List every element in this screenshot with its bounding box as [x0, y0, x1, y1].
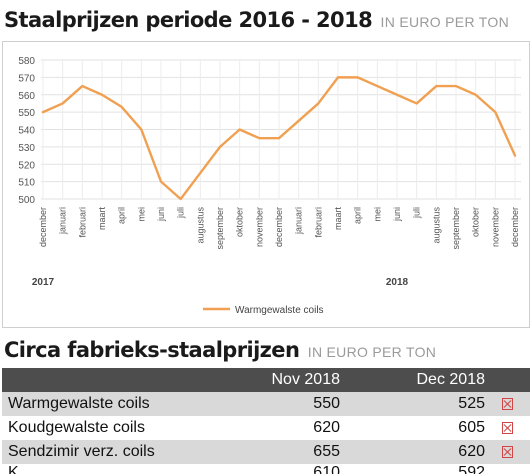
line-chart: 500 510 520 530 540 550 560 570 580 december janua… [18, 56, 521, 316]
row-name: Sendzimir verz. coils [8, 443, 155, 460]
x-tick-label: december [38, 207, 48, 247]
x-tick-label: december [274, 207, 284, 247]
table-header-dec: Dec 2018 [416, 371, 486, 388]
row-name: K [8, 464, 19, 474]
y-tick-label: 540 [18, 126, 35, 137]
row-name: Warmgewalste coils [8, 395, 150, 412]
row-nov-value: 620 [313, 419, 340, 436]
x-tick-label: februari [313, 207, 323, 238]
down-indicator-icon [502, 446, 513, 458]
table-subtitle: IN EURO PER TON [307, 344, 437, 360]
table-heading: Circa fabrieks-staalprijzen IN EURO PER … [4, 338, 436, 362]
table-header-nov: Nov 2018 [271, 371, 341, 388]
down-indicator-icon [502, 398, 513, 410]
y-tick-label: 530 [18, 143, 35, 154]
price-table: Nov 2018 Dec 2018 Warmgewalste coils 550… [2, 368, 530, 474]
x-tick-label: mei [372, 207, 382, 222]
row-nov-value: 550 [313, 395, 340, 412]
x-tick-label: september [451, 207, 461, 250]
table-row: Koudgewalste coils 620 605 [2, 416, 530, 440]
x-tick-label: november [490, 207, 500, 247]
x-tick-label: februari [77, 207, 87, 238]
chart-heading: Staalprijzen periode 2016 - 2018 IN EURO… [4, 8, 509, 38]
x-tick-label: oktober [471, 207, 481, 237]
x-tick-label: april [353, 207, 363, 224]
table-header-row: Nov 2018 Dec 2018 [2, 368, 530, 392]
y-tick-label: 520 [18, 160, 35, 171]
year-label: 2017 [32, 277, 55, 288]
y-tick-label: 580 [18, 56, 35, 67]
row-nov-value: 610 [313, 464, 340, 474]
x-tick-label: april [117, 207, 127, 224]
page-subtitle: IN EURO PER TON [380, 14, 509, 30]
x-tick-label: januari [58, 207, 68, 235]
down-indicator-icon [502, 422, 513, 434]
x-tick-label: maart [333, 207, 343, 231]
y-tick-label: 570 [18, 73, 35, 84]
x-tick-label: november [254, 207, 264, 247]
x-tick-label: juli [412, 207, 422, 219]
x-tick-label: mei [136, 207, 146, 222]
x-tick-label: januari [294, 207, 304, 235]
x-tick-label: augustus [431, 207, 441, 244]
y-tick-label: 510 [18, 178, 35, 189]
chart-panel: 500 510 520 530 540 550 560 570 580 december janua… [2, 41, 530, 328]
table-row: Sendzimir verz. coils 655 620 [2, 440, 530, 464]
x-tick-label: maart [97, 207, 107, 231]
table-title: Circa fabrieks-staalprijzen [4, 338, 300, 362]
year-label: 2018 [386, 277, 409, 288]
table-row: K 610 592 [2, 464, 530, 474]
row-dec-value: 525 [458, 395, 485, 412]
row-nov-value: 655 [313, 443, 340, 460]
x-tick-label: juni [156, 207, 166, 222]
row-dec-value: 620 [458, 443, 485, 460]
x-tick-label: oktober [235, 207, 245, 237]
y-tick-label: 560 [18, 91, 35, 102]
x-tick-label: september [215, 207, 225, 250]
x-tick-label: augustus [195, 207, 205, 244]
x-tick-label: december [510, 207, 520, 247]
legend-label: Warmgewalste coils [235, 305, 324, 316]
row-dec-value: 592 [458, 464, 485, 474]
table-row: Warmgewalste coils 550 525 [2, 392, 530, 416]
y-tick-label: 550 [18, 108, 35, 119]
row-dec-value: 605 [458, 419, 485, 436]
series-line [41, 76, 517, 201]
page-title: Staalprijzen periode 2016 - 2018 [4, 8, 373, 32]
row-name: Koudgewalste coils [8, 419, 145, 436]
y-tick-label: 500 [18, 195, 35, 206]
x-tick-label: juni [392, 207, 402, 222]
x-tick-label: juli [176, 207, 186, 219]
